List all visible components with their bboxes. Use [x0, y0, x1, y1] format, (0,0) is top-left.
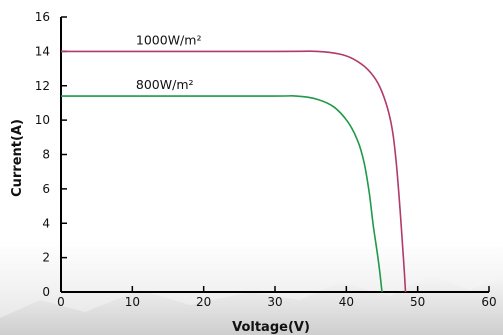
- y-tick-label: 16: [35, 10, 50, 24]
- background-mountain-shape: [0, 276, 503, 335]
- y-tick-label: 4: [42, 216, 50, 230]
- series-line-1: [61, 95, 383, 293]
- y-tick-label: 14: [35, 44, 50, 58]
- x-tick-label: 60: [481, 295, 496, 309]
- y-tick-label: 12: [35, 79, 50, 93]
- series-label-1: 800W/m²: [136, 77, 194, 92]
- x-axis-title: Voltage(V): [232, 320, 310, 335]
- y-axis-title: Current(A): [10, 119, 25, 197]
- x-tick-label: 10: [125, 295, 140, 309]
- series-label-0: 1000W/m²: [136, 32, 202, 47]
- series-lines: [61, 50, 407, 293]
- x-tick-label: 50: [410, 295, 425, 309]
- y-tick-label: 6: [42, 182, 50, 196]
- y-tick-label: 2: [42, 251, 50, 265]
- x-tick-label: 30: [267, 295, 282, 309]
- plot-axes: [60, 17, 489, 293]
- series-labels: 1000W/m² 800W/m²: [136, 32, 202, 92]
- x-tick-label: 20: [196, 295, 211, 309]
- y-tick-label: 0: [42, 285, 50, 299]
- x-tick-label: 40: [339, 295, 354, 309]
- y-tick-label: 10: [35, 113, 50, 127]
- x-tick-label: 0: [57, 295, 65, 309]
- y-axis-ticks: 0 2 4 6 8 10 12 14 16: [35, 10, 67, 299]
- series-line-0: [61, 50, 407, 293]
- y-tick-label: 8: [42, 148, 50, 162]
- x-axis-ticks: 0 10 20 30 40 50 60: [57, 286, 497, 309]
